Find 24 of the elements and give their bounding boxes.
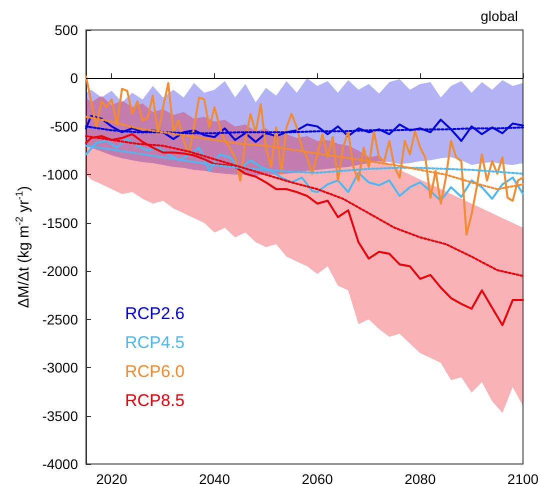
x-tick-label: 2040: [198, 471, 230, 486]
line-series: [85, 75, 524, 236]
y-tick-label: -3000: [42, 360, 78, 376]
y-tick-label: 500: [54, 22, 78, 38]
y-tick-label: -3500: [42, 408, 78, 424]
chart-title: global: [480, 8, 518, 24]
text: RCP8.5: [125, 391, 185, 410]
line-series: [85, 133, 524, 326]
y-tick-label: -500: [50, 118, 78, 134]
y-tick-label: -2500: [42, 311, 78, 328]
y-tick-label: -1500: [42, 214, 78, 231]
x-tick-label: 2060: [302, 471, 334, 486]
x-tick-label: 2020: [96, 471, 128, 486]
y-tick-label: -4000: [42, 456, 78, 472]
y-tick-label: 0: [70, 70, 78, 86]
y-tick-label: -1000: [42, 166, 78, 183]
text: RCP4.5: [125, 333, 185, 352]
text: RCP2.6: [125, 304, 185, 323]
line-series: [85, 138, 524, 202]
x-tick-label: 2100: [507, 471, 539, 486]
text: RCP6.0: [125, 362, 185, 381]
x-tick-label: 2080: [404, 471, 436, 486]
y-tick-label: -2000: [42, 263, 78, 280]
y-axis-title: ΔM/Δt (kg m-2 yr-1): [14, 186, 32, 308]
